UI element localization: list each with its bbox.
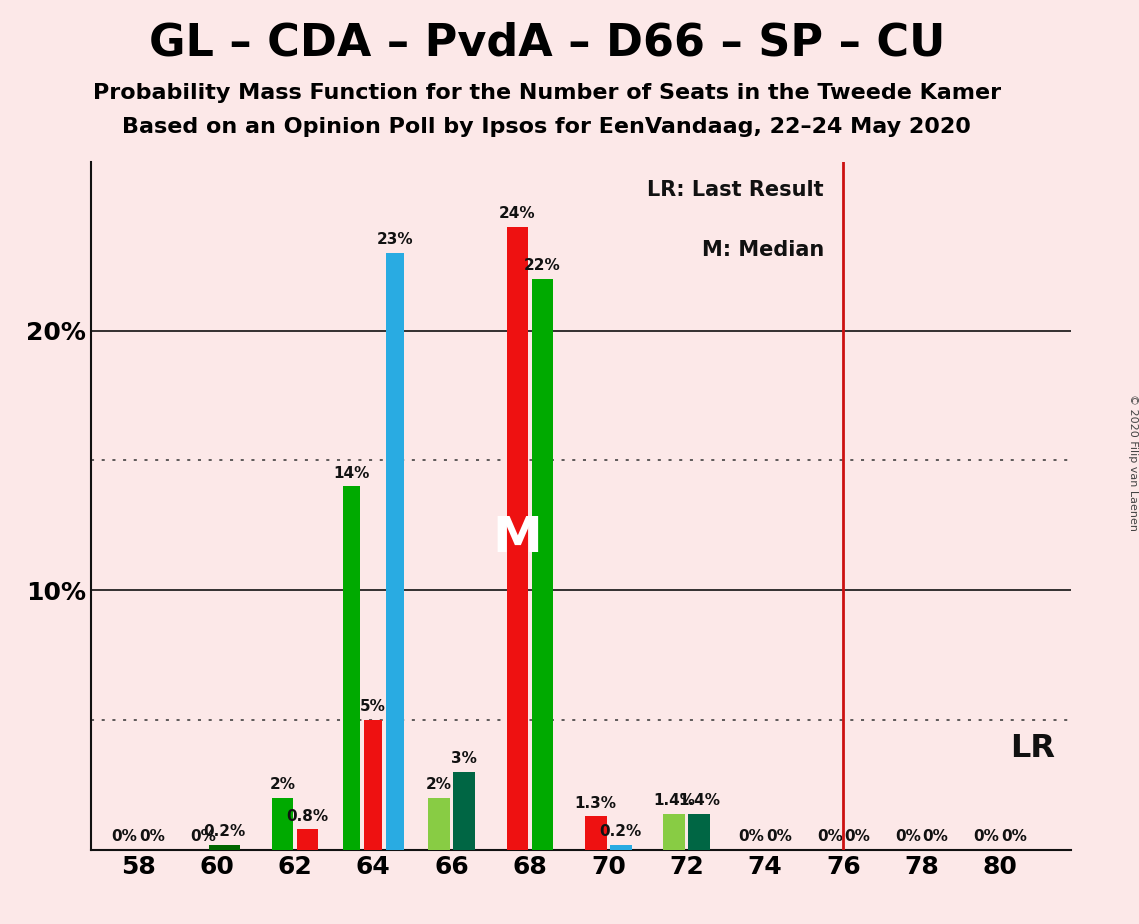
Text: 0%: 0% [974,830,999,845]
Bar [585,816,607,850]
Bar [688,814,710,850]
Bar [271,798,293,850]
Bar [663,814,685,850]
Text: 0%: 0% [190,830,215,845]
Text: 0%: 0% [139,830,165,845]
Text: LR: LR [1010,733,1055,764]
Bar [364,720,382,850]
Text: 0.8%: 0.8% [286,808,328,823]
Text: 14%: 14% [334,466,370,480]
Text: 0%: 0% [112,830,138,845]
Text: 0%: 0% [844,830,870,845]
Text: Probability Mass Function for the Number of Seats in the Tweede Kamer: Probability Mass Function for the Number… [92,83,1001,103]
Text: M: M [492,515,542,563]
Text: 3%: 3% [451,751,477,766]
Text: 0%: 0% [895,830,921,845]
Text: 0%: 0% [817,830,843,845]
Bar [296,830,318,850]
Text: 0.2%: 0.2% [600,824,642,839]
Text: 0.2%: 0.2% [203,824,246,839]
Text: 22%: 22% [524,258,560,273]
Bar [453,772,475,850]
Text: 23%: 23% [377,232,413,247]
Text: 1.4%: 1.4% [653,793,695,808]
Text: GL – CDA – PvdA – D66 – SP – CU: GL – CDA – PvdA – D66 – SP – CU [148,21,945,65]
Text: 1.3%: 1.3% [575,796,617,810]
Bar [386,252,403,850]
Text: 0%: 0% [765,830,792,845]
Text: 1.4%: 1.4% [678,793,720,808]
Bar [208,845,240,850]
Bar [343,486,361,850]
Bar [532,279,554,850]
Text: Based on an Opinion Poll by Ipsos for EenVandaag, 22–24 May 2020: Based on an Opinion Poll by Ipsos for Ee… [122,117,972,138]
Text: © 2020 Filip van Laenen: © 2020 Filip van Laenen [1129,394,1138,530]
Text: 2%: 2% [269,777,295,793]
Text: 2%: 2% [426,777,452,793]
Text: 5%: 5% [360,699,386,714]
Text: LR: Last Result: LR: Last Result [647,180,823,200]
Text: 0%: 0% [1001,830,1026,845]
Text: 0%: 0% [738,830,764,845]
Bar [428,798,450,850]
Text: 24%: 24% [499,206,535,221]
Text: 0%: 0% [923,830,949,845]
Text: M: Median: M: Median [702,239,823,260]
Bar [611,845,632,850]
Bar [507,226,528,850]
